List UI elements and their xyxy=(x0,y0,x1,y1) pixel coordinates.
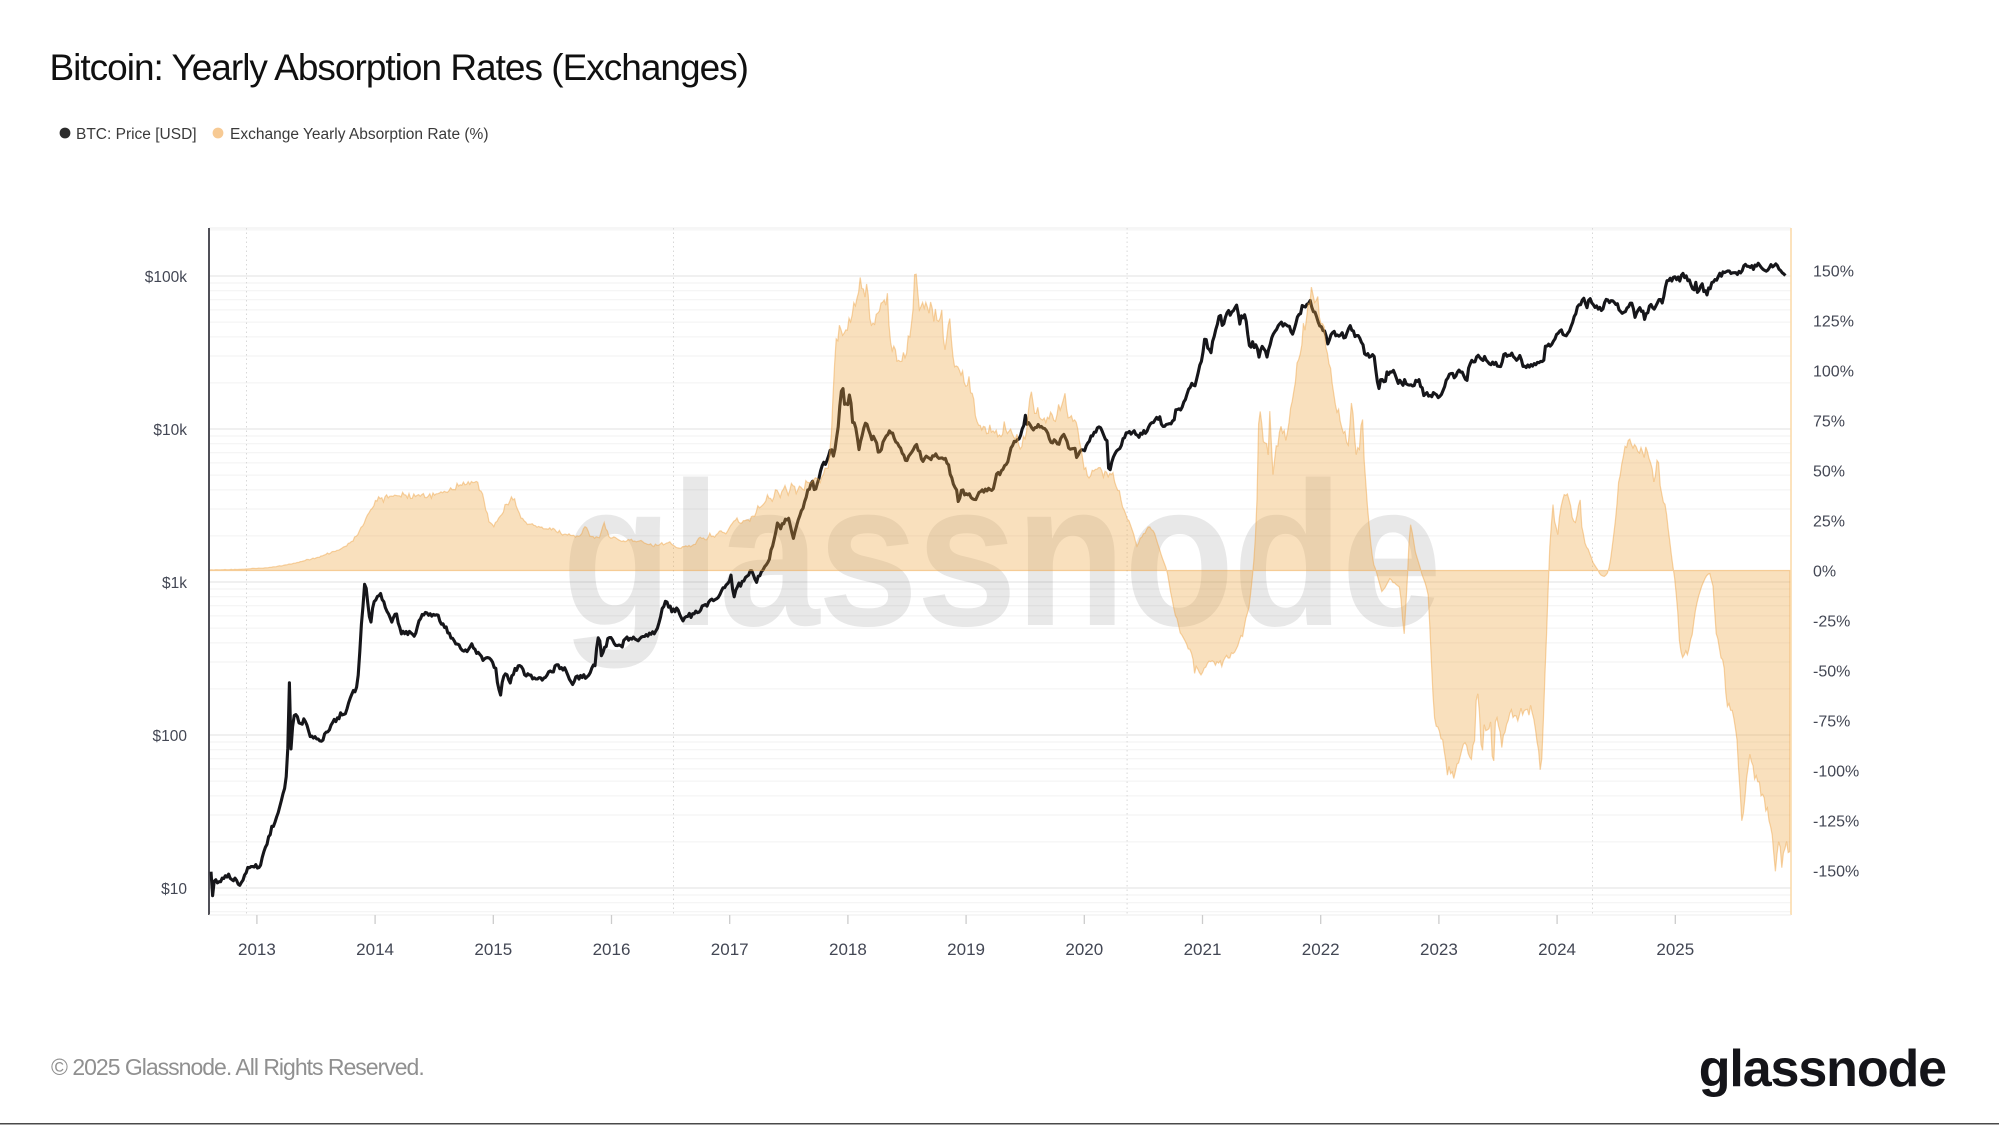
svg-text:$100: $100 xyxy=(153,728,188,745)
svg-text:-150%: -150% xyxy=(1813,864,1859,881)
svg-text:glassnode: glassnode xyxy=(562,439,1440,668)
svg-text:2019: 2019 xyxy=(947,940,985,959)
svg-text:-125%: -125% xyxy=(1813,814,1859,831)
svg-text:2016: 2016 xyxy=(593,940,631,959)
svg-text:2017: 2017 xyxy=(711,940,749,959)
svg-text:75%: 75% xyxy=(1813,414,1845,431)
svg-text:125%: 125% xyxy=(1813,314,1854,331)
svg-text:$10: $10 xyxy=(161,881,187,898)
svg-text:2018: 2018 xyxy=(829,940,867,959)
svg-text:2025: 2025 xyxy=(1656,940,1694,959)
svg-text:$1k: $1k xyxy=(162,575,187,592)
svg-text:2022: 2022 xyxy=(1302,940,1340,959)
svg-text:-75%: -75% xyxy=(1813,714,1850,731)
svg-text:$100k: $100k xyxy=(145,269,187,286)
svg-text:$10k: $10k xyxy=(153,422,187,439)
svg-text:Exchange Yearly Absorption Rat: Exchange Yearly Absorption Rate (%) xyxy=(230,126,489,143)
svg-text:2020: 2020 xyxy=(1065,940,1103,959)
svg-text:2023: 2023 xyxy=(1420,940,1458,959)
svg-text:glassnode: glassnode xyxy=(1699,1040,1946,1098)
svg-text:-100%: -100% xyxy=(1813,764,1859,781)
svg-text:150%: 150% xyxy=(1813,264,1854,281)
svg-text:Bitcoin: Yearly Absorption Rat: Bitcoin: Yearly Absorption Rates (Exchan… xyxy=(50,47,748,88)
svg-text:50%: 50% xyxy=(1813,464,1845,481)
svg-text:BTC: Price [USD]: BTC: Price [USD] xyxy=(76,126,197,143)
svg-text:2014: 2014 xyxy=(356,940,394,959)
svg-text:-50%: -50% xyxy=(1813,664,1850,681)
svg-text:0%: 0% xyxy=(1813,564,1836,581)
svg-text:2021: 2021 xyxy=(1184,940,1222,959)
svg-text:-25%: -25% xyxy=(1813,614,1850,631)
svg-text:25%: 25% xyxy=(1813,514,1845,531)
svg-text:2015: 2015 xyxy=(474,940,512,959)
svg-text:2024: 2024 xyxy=(1538,940,1576,959)
svg-text:2013: 2013 xyxy=(238,940,276,959)
svg-text:© 2025 Glassnode. All Rights R: © 2025 Glassnode. All Rights Reserved. xyxy=(51,1054,424,1080)
svg-text:100%: 100% xyxy=(1813,364,1854,381)
